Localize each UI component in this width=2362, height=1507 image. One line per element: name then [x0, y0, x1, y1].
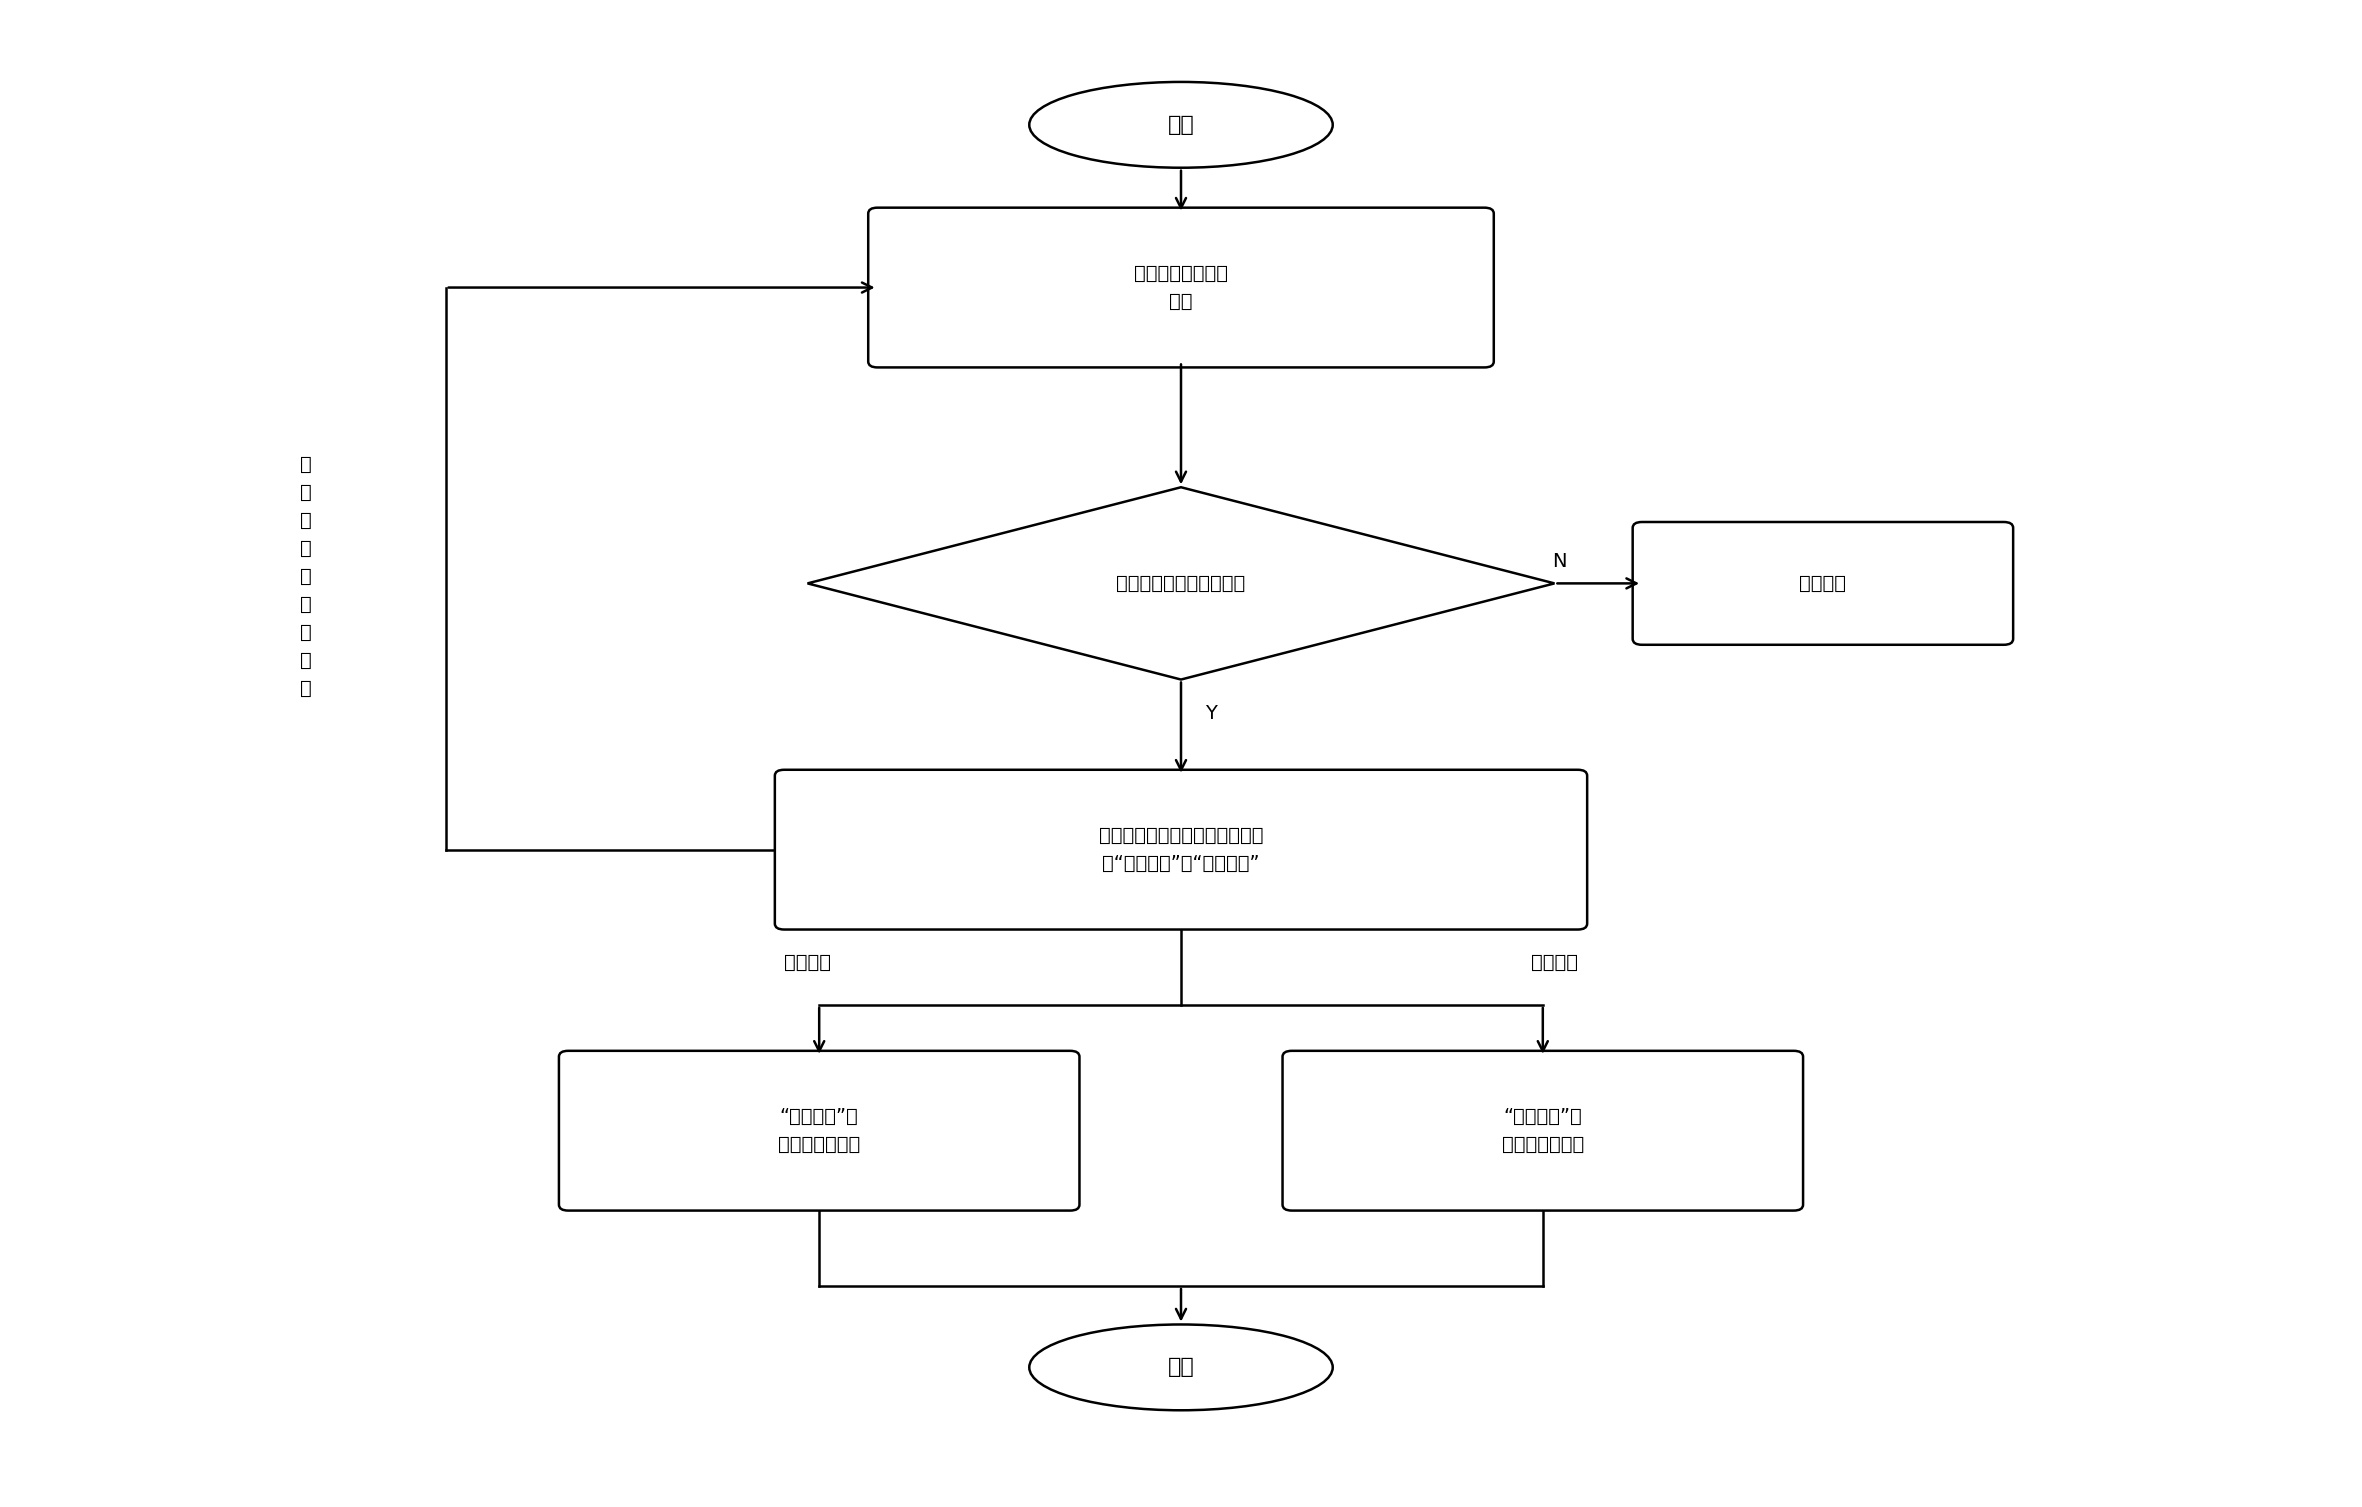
Polygon shape	[808, 487, 1554, 680]
Ellipse shape	[1030, 81, 1332, 167]
Ellipse shape	[1030, 1325, 1332, 1411]
Text: 故障处理: 故障处理	[1800, 574, 1847, 592]
Text: 时限内是否收到心跳信息: 时限内是否收到心跳信息	[1117, 574, 1245, 592]
Text: 设定心跳消息发送
周期: 设定心跳消息发送 周期	[1134, 264, 1228, 310]
Text: “配置文件”交
由备份程序处理: “配置文件”交 由备份程序处理	[777, 1108, 860, 1154]
Text: 配置文件: 配置文件	[784, 954, 831, 972]
Text: 结束: 结束	[1167, 1358, 1195, 1377]
FancyBboxPatch shape	[869, 208, 1493, 368]
FancyBboxPatch shape	[1632, 521, 2012, 645]
Text: Y: Y	[1205, 704, 1216, 723]
Text: 开始: 开始	[1167, 115, 1195, 134]
Text: 接收通过心跳线传输过来的备份
的“配置文件”、“自检信息”: 接收通过心跳线传输过来的备份 的“配置文件”、“自检信息”	[1098, 826, 1264, 873]
FancyBboxPatch shape	[1283, 1050, 1802, 1210]
Text: “自检信息”交
由互检程序处理: “自检信息”交 由互检程序处理	[1502, 1108, 1585, 1154]
Text: N: N	[1552, 552, 1566, 571]
FancyBboxPatch shape	[560, 1050, 1079, 1210]
Text: 自检信息: 自检信息	[1531, 954, 1578, 972]
Text: 循
环
的
执
行
心
跳
检
测: 循 环 的 执 行 心 跳 检 测	[300, 455, 312, 698]
FancyBboxPatch shape	[775, 770, 1587, 930]
